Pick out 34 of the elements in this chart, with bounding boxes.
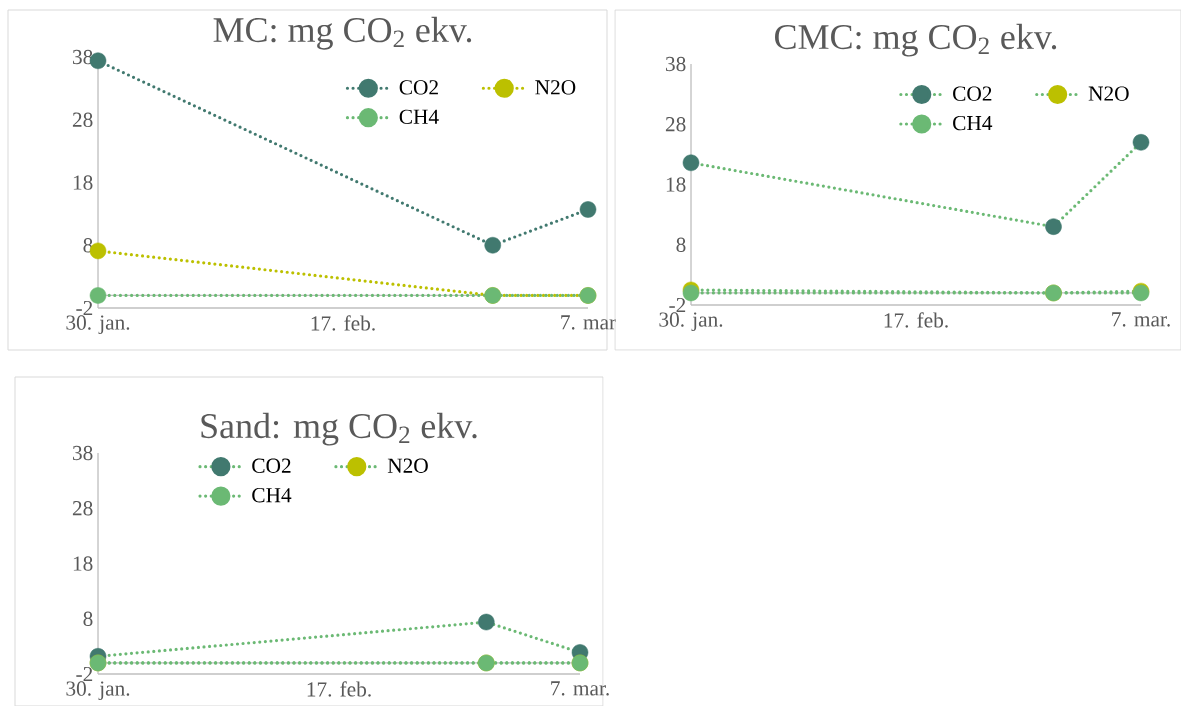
x-tick-label: 30. jan. [659,312,723,332]
x-tick-label: 30. jan. [66,681,130,701]
legend-label: N2O [535,80,576,95]
legend-label: CO2 [953,86,992,101]
legend-label: CO2 [399,80,438,95]
legend-label: CO2 [252,458,291,473]
y-tick-label: 28 [72,501,93,516]
y-tick-label: 18 [666,177,686,192]
legend-label: N2O [387,458,428,473]
chart-title: MC: mg CO$_{2}$ ekv. [213,16,472,50]
x-tick-label: 7. mar [561,315,616,330]
x-tick-label: 17. feb. [311,315,375,331]
y-tick-label: 28 [72,112,93,127]
y-tick-label: 18 [73,556,93,571]
chart-title: CMC: mg CO$_{2}$ ekv. [775,23,1057,57]
x-tick-label: 30. jan. [66,315,130,335]
legend-label: CH4 [953,115,993,131]
y-tick-label: 18 [73,175,93,190]
legend-label: N2O [1088,86,1129,101]
legend-label: CH4 [252,488,292,503]
y-tick-label: 8 [676,237,686,252]
x-tick-label: 7. mar. [1112,312,1170,327]
x-tick-label: 17. feb. [307,681,371,697]
x-tick-label: 17. feb. [884,312,948,328]
y-tick-label: 28 [665,117,686,132]
y-tick-label: 8 [83,611,93,626]
y-tick-label: 38 [665,56,686,72]
y-tick-label: 38 [72,445,93,461]
chart-title: Sand: mg CO$_{2}$ ekv. [201,412,477,446]
y-tick-label: -2 [669,297,686,313]
y-tick-label: -2 [76,300,93,316]
x-tick-label: 7. mar. [551,681,609,696]
y-tick-label: -2 [76,666,93,682]
legend-label: CH4 [399,109,439,124]
